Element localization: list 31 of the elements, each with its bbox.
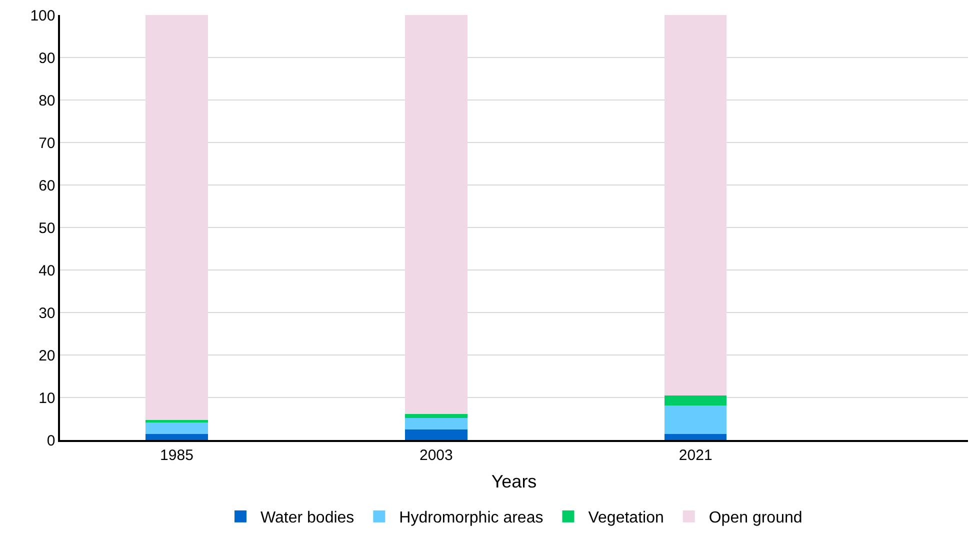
bar: [146, 15, 208, 420]
bar: [405, 15, 468, 414]
bar: [664, 395, 727, 406]
y-tick-label: 0: [46, 432, 56, 450]
bar: [664, 406, 727, 434]
y-tick-label: 30: [38, 304, 56, 322]
legend-label: Open ground: [708, 510, 802, 527]
y-tick-label: 70: [38, 134, 56, 152]
y-tick-label: 40: [38, 262, 56, 280]
y-tick-label: 90: [38, 50, 56, 67]
legend-label: Water bodies: [260, 510, 354, 527]
bar: [405, 418, 468, 430]
legend-label: Vegetation: [588, 510, 664, 527]
bar: [664, 434, 727, 440]
bar: [664, 15, 727, 396]
bar: [146, 420, 208, 423]
bar: [405, 429, 468, 440]
bar: [405, 414, 468, 418]
y-tick-label: 20: [38, 347, 56, 364]
y-tick-label: 10: [38, 390, 56, 407]
bar: [146, 422, 208, 434]
y-tick-label: 100: [30, 7, 56, 24]
bar: [146, 434, 208, 440]
y-tick-label: 80: [38, 92, 56, 110]
x-tick-label: 1985: [160, 446, 194, 464]
y-tick-label: 50: [38, 220, 56, 237]
x-tick-label: 2003: [419, 446, 453, 464]
x-axis-title: Years: [491, 471, 537, 492]
x-tick-label: 2021: [678, 446, 712, 464]
legend-label: Hydromorphic areas: [399, 510, 544, 527]
y-tick-label: 60: [38, 177, 56, 194]
